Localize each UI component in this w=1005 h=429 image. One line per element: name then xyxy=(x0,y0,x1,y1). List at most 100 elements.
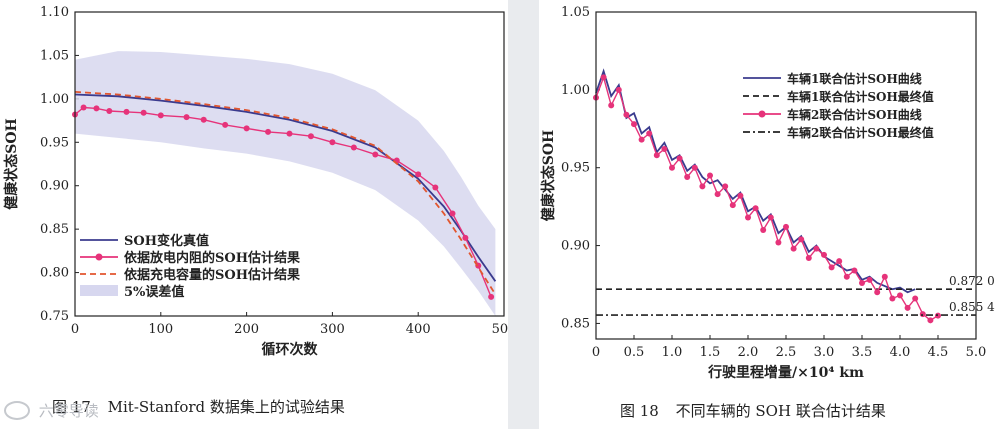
fig18-data-point xyxy=(752,205,759,212)
fig18-data-point xyxy=(745,214,751,221)
fig17-data-point xyxy=(462,234,469,241)
chat-bubble-icon xyxy=(4,401,30,420)
fig18-legend-label: 车辆2联合估计SOH曲线 xyxy=(787,107,922,122)
fig17-y-tick-label: 0.80 xyxy=(40,266,69,281)
fig18-data-point xyxy=(927,317,934,324)
fig18-annotation-label: 0.872 0 xyxy=(949,274,995,288)
fig17-legend-label: SOH变化真值 xyxy=(124,233,209,249)
fig17-y-tick-label: 0.85 xyxy=(40,222,69,237)
fig18-annotation-label: 0.855 4 xyxy=(949,300,995,314)
fig18-y-tick-label: 0.85 xyxy=(561,316,590,331)
fig18-data-point xyxy=(821,251,827,258)
fig18-data-point xyxy=(661,146,668,153)
fig18-data-point xyxy=(889,295,896,302)
watermark-text: 六零导读 xyxy=(38,402,99,420)
fig18-data-point xyxy=(669,164,675,171)
fig17-data-point xyxy=(123,108,130,115)
fig17-x-tick-label: 500 xyxy=(492,322,508,337)
fig17-data-point xyxy=(307,133,314,140)
fig18-data-point xyxy=(699,183,706,190)
fig18-data-point xyxy=(798,236,805,243)
figure-18-panel: 0.85 0.90 0.95 1.00 1.05 0 0.5 1.0 1.5 2.0 2.5 3.0 3… xyxy=(539,0,1005,429)
fig18-data-point xyxy=(790,245,797,252)
fig17-data-point xyxy=(183,114,190,121)
figure-17-caption-text: Mit-Stanford 数据集上的试验结果 xyxy=(107,398,345,416)
fig18-x-axis-title: 行驶里程增量/×10⁴ km xyxy=(707,364,864,381)
fig18-data-point xyxy=(714,191,721,198)
fig17-data-point xyxy=(93,105,100,112)
fig18-y-tick-label: 0.90 xyxy=(561,239,590,254)
fig18-x-tick-label: 3.5 xyxy=(852,345,873,360)
fig18-x-tick-label: 2.5 xyxy=(776,345,797,360)
fig18-x-tick-label: 2.0 xyxy=(738,345,759,360)
fig17-data-point xyxy=(200,116,207,123)
fig17-legend-label: 依据充电容量的SOH估计结果 xyxy=(124,267,300,283)
panel-gutter xyxy=(508,0,539,429)
fig18-data-point xyxy=(897,292,903,299)
fig18-legend-label: 车辆2联合估计SOH最终值 xyxy=(787,125,934,140)
fig18-data-point xyxy=(760,227,767,233)
fig18-data-point xyxy=(684,174,691,181)
fig17-x-tick-label: 200 xyxy=(234,322,259,337)
fig18-data-point xyxy=(874,289,881,296)
fig18-data-point xyxy=(783,223,789,230)
fig18-x-tick-label: 4.5 xyxy=(928,345,949,360)
fig17-x-tick-label: 100 xyxy=(148,322,173,337)
fig18-data-point xyxy=(859,279,865,286)
fig18-data-point xyxy=(851,267,858,274)
fig18-legend-label: 车辆1联合估计SOH曲线 xyxy=(787,71,922,86)
figure-18-chart: 0.85 0.90 0.95 1.00 1.05 0 0.5 1.0 1.5 2.0 2.5 3.0 3… xyxy=(540,5,995,381)
figure-17-panel: 0.75 0.80 0.85 0.90 0.95 1.00 1.05 1.10 0 100 200 3… xyxy=(3,5,508,417)
fig17-data-point xyxy=(140,109,147,116)
fig18-y-tick-label: 1.05 xyxy=(561,5,590,20)
figure-17-caption: 图 17 Mit-Stanford 数据集上的试验结果 xyxy=(52,396,345,417)
fig18-data-point xyxy=(722,183,729,190)
fig18-data-point xyxy=(608,102,615,109)
fig18-data-point xyxy=(676,155,683,162)
fig18-data-point xyxy=(767,214,774,221)
fig18-x-tick-label: 1.5 xyxy=(700,345,721,360)
fig18-data-point xyxy=(904,304,911,311)
fig17-x-axis-title: 循环次数 xyxy=(262,341,319,358)
fig17-y-tick-label: 0.90 xyxy=(40,179,69,194)
fig17-data-point xyxy=(372,151,379,158)
fig18-series-line xyxy=(595,68,916,294)
fig17-data-point xyxy=(222,121,229,128)
fig18-data-point xyxy=(919,311,926,318)
fig18-y-tick-label: 1.00 xyxy=(561,83,590,98)
fig18-data-point xyxy=(866,276,873,283)
fig17-y-tick-label: 1.00 xyxy=(40,92,69,107)
figure-18-caption-text: 不同车辆的 SOH 联合估计结果 xyxy=(675,402,886,420)
fig18-data-point xyxy=(836,258,843,265)
fig18-x-tick-label: 4.0 xyxy=(890,345,911,360)
fig17-legend-swatch xyxy=(80,285,118,296)
fig18-data-point xyxy=(691,164,698,171)
fig18-data-point xyxy=(600,74,607,81)
fig18-data-point xyxy=(707,172,713,179)
fig18-data-point xyxy=(828,264,835,271)
fig17-y-tick-label: 1.05 xyxy=(40,48,69,63)
fig17-x-tick-label: 0 xyxy=(71,322,79,337)
fig17-axes-frame xyxy=(74,11,505,317)
fig17-data-point xyxy=(329,139,336,146)
fig18-data-point xyxy=(881,273,888,280)
fig18-data-point xyxy=(912,295,919,302)
fig18-legend-label: 车辆1联合估计SOH最终值 xyxy=(787,89,934,104)
fig18-data-point xyxy=(729,202,736,209)
fig17-legend-label: 5%误差值 xyxy=(124,284,184,300)
fig18-data-point xyxy=(775,239,782,246)
fig17-data-point xyxy=(243,125,250,132)
fig17-data-point xyxy=(106,108,113,115)
fig18-series-marker-line xyxy=(595,75,939,322)
fig18-data-point xyxy=(813,245,820,252)
fig18-data-point xyxy=(623,111,630,118)
fig18-legend-marker xyxy=(758,110,766,118)
fig17-y-tick-label: 1.10 xyxy=(40,5,69,20)
fig18-x-tick-label: 0 xyxy=(592,345,600,360)
fig17-data-point xyxy=(265,128,272,135)
fig18-x-tick-label: 5.0 xyxy=(966,345,987,360)
fig17-x-tick-label: 400 xyxy=(406,322,431,337)
fig18-data-point xyxy=(646,130,653,137)
fig18-x-tick-label: 0.5 xyxy=(624,345,645,360)
fig18-y-axis-title: 健康状态SOH xyxy=(540,130,557,222)
